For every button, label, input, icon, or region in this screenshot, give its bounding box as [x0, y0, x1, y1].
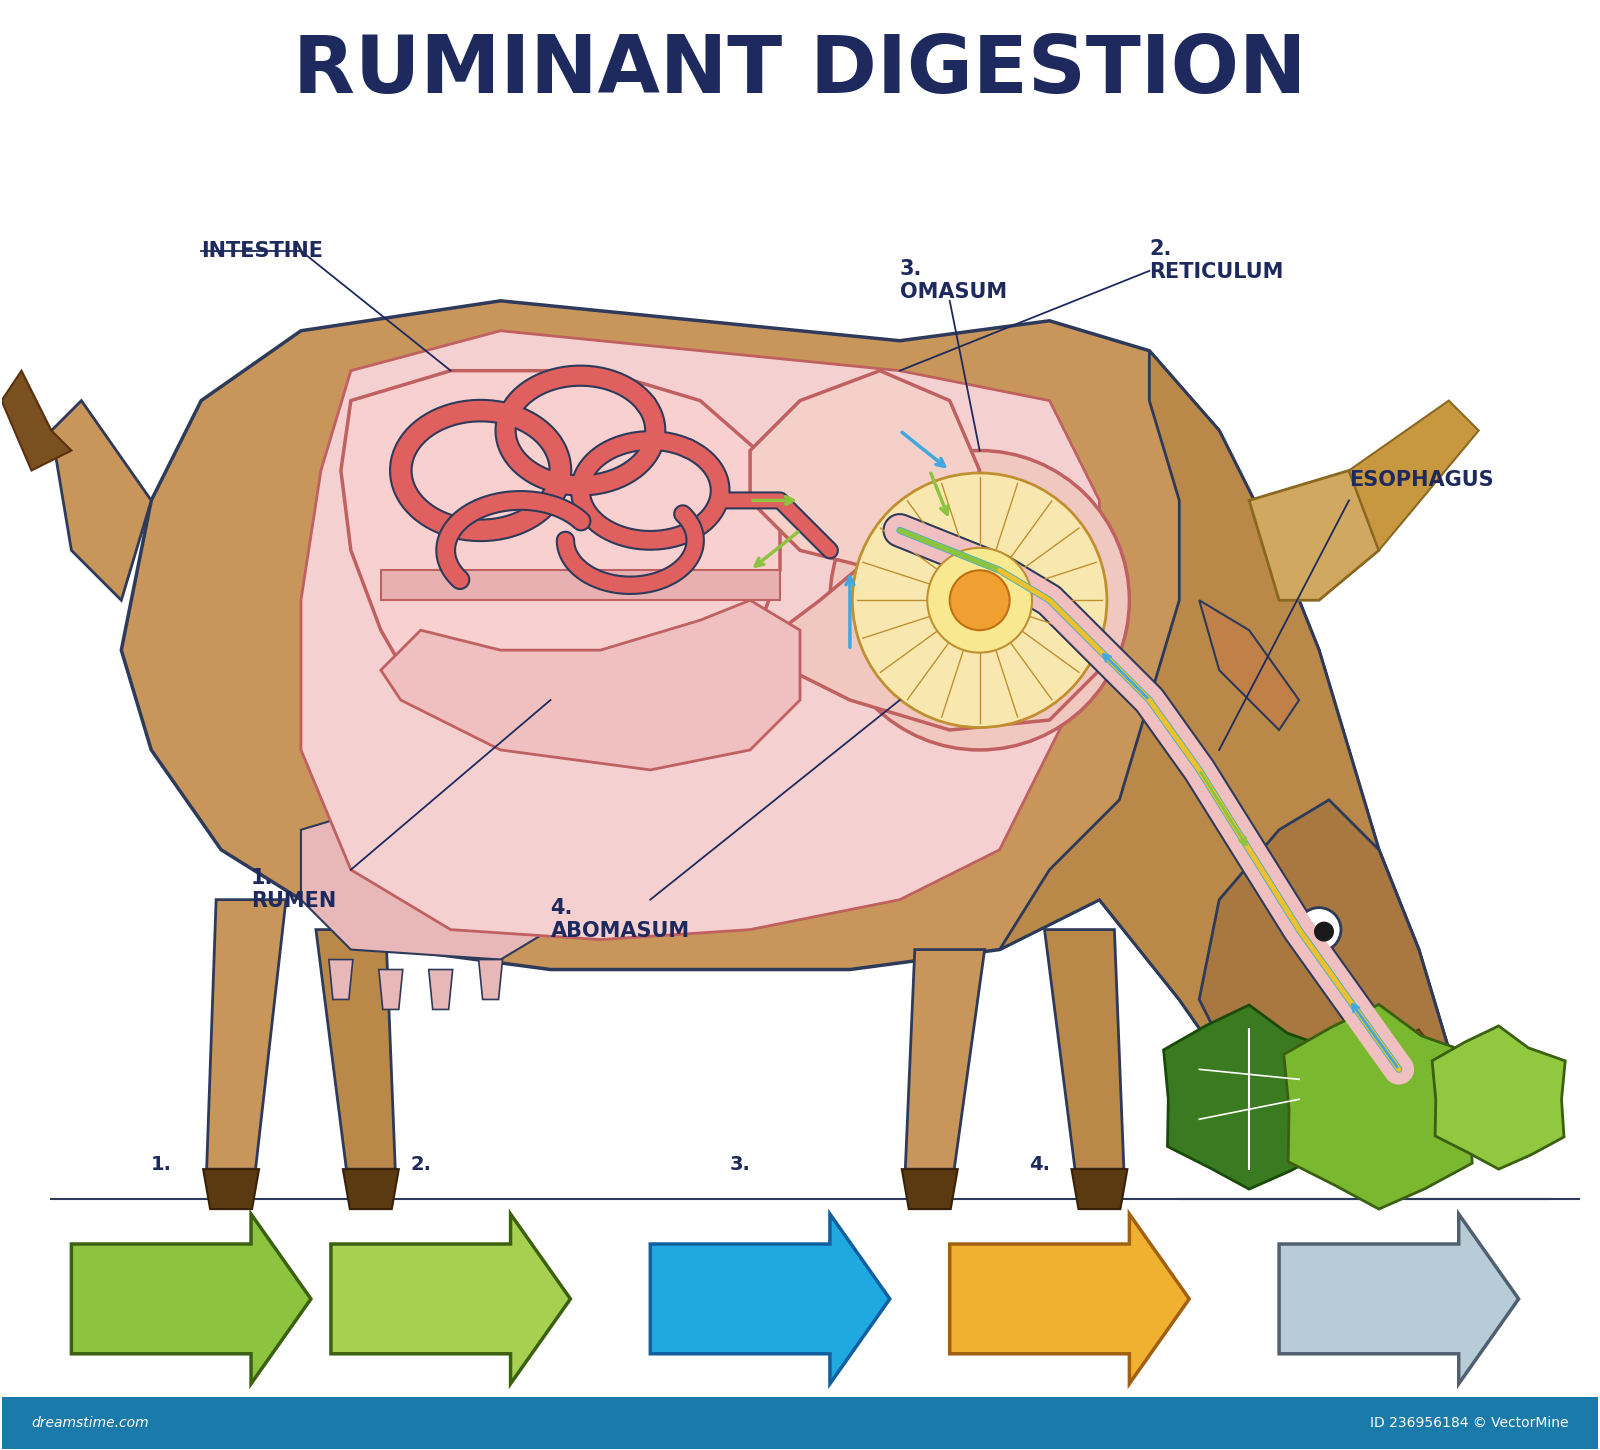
Text: OMASUM: OMASUM: [694, 1418, 786, 1437]
Polygon shape: [1000, 351, 1448, 1169]
Polygon shape: [950, 1214, 1189, 1383]
Text: 2.
RETICULUM: 2. RETICULUM: [1149, 239, 1283, 283]
Circle shape: [1298, 908, 1341, 951]
Polygon shape: [650, 1214, 890, 1383]
Text: ABOMASUM: ABOMASUM: [979, 1418, 1099, 1437]
Polygon shape: [203, 1169, 259, 1209]
Polygon shape: [330, 960, 354, 999]
Polygon shape: [381, 570, 781, 600]
Polygon shape: [206, 899, 286, 1169]
Polygon shape: [51, 400, 152, 600]
Polygon shape: [301, 331, 1099, 940]
Polygon shape: [381, 600, 800, 770]
Polygon shape: [301, 800, 550, 960]
Polygon shape: [1432, 1027, 1565, 1169]
Text: 4.: 4.: [1029, 1156, 1050, 1174]
Text: ESOPHAGUS: ESOPHAGUS: [1349, 470, 1493, 490]
Text: 1.: 1.: [150, 1156, 171, 1174]
Polygon shape: [1278, 1214, 1518, 1383]
Polygon shape: [1283, 1005, 1474, 1209]
Polygon shape: [429, 970, 453, 1009]
Polygon shape: [750, 531, 1099, 729]
Polygon shape: [2, 371, 72, 470]
Polygon shape: [1379, 1030, 1448, 1130]
Text: 4.
ABOMASUM: 4. ABOMASUM: [550, 898, 690, 941]
Polygon shape: [478, 960, 502, 999]
Text: RUMEN: RUMEN: [125, 1418, 198, 1437]
Polygon shape: [72, 1214, 310, 1383]
Text: 1.
RUMEN: 1. RUMEN: [251, 869, 336, 911]
Circle shape: [928, 548, 1032, 652]
Polygon shape: [1250, 470, 1379, 600]
Text: 3.: 3.: [730, 1156, 750, 1174]
Text: 3.
OMASUM: 3. OMASUM: [899, 260, 1006, 303]
Polygon shape: [331, 1214, 571, 1383]
Circle shape: [950, 570, 1010, 631]
Polygon shape: [315, 929, 395, 1169]
Polygon shape: [1200, 800, 1448, 1169]
Polygon shape: [1045, 929, 1123, 1169]
Polygon shape: [906, 950, 984, 1169]
Polygon shape: [1349, 400, 1478, 551]
Text: RETICULUM: RETICULUM: [363, 1418, 478, 1437]
Circle shape: [1314, 922, 1334, 941]
Circle shape: [853, 473, 1107, 728]
Polygon shape: [379, 970, 403, 1009]
Polygon shape: [341, 371, 781, 721]
Text: RUMINANT DIGESTION: RUMINANT DIGESTION: [293, 32, 1307, 110]
Polygon shape: [1163, 1005, 1334, 1189]
Text: ID 236956184 © VectorMine: ID 236956184 © VectorMine: [1370, 1415, 1568, 1430]
Polygon shape: [1072, 1169, 1128, 1209]
Bar: [2, 1396, 1598, 1449]
Text: dreamstime.com: dreamstime.com: [32, 1415, 149, 1430]
Circle shape: [830, 451, 1130, 750]
Polygon shape: [122, 300, 1448, 1169]
Text: INTESTINE: INTESTINE: [202, 241, 323, 261]
Polygon shape: [1200, 600, 1299, 729]
Polygon shape: [342, 1169, 398, 1209]
Polygon shape: [902, 1169, 958, 1209]
Polygon shape: [750, 371, 979, 570]
Text: 2.: 2.: [410, 1156, 432, 1174]
